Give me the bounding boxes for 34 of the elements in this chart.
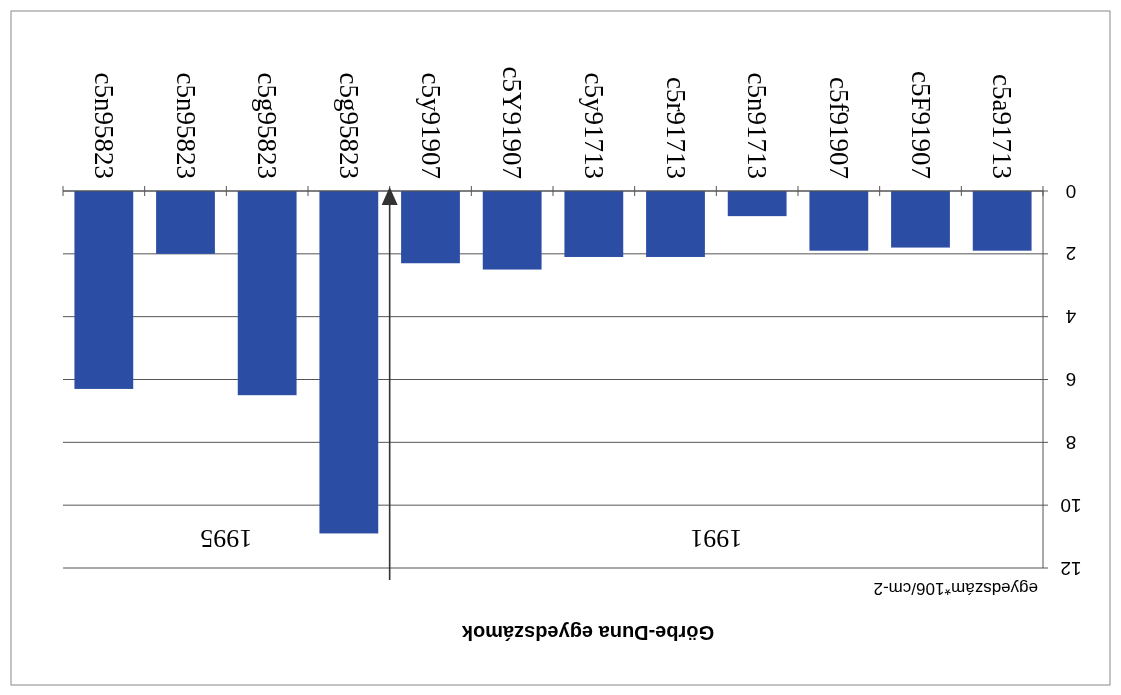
y-tick-label: 2 <box>1065 243 1077 265</box>
annotation: 1995 <box>200 523 253 553</box>
bar <box>237 191 297 396</box>
x-tick-label: c5y91907 <box>415 72 446 179</box>
y-tick-label: 6 <box>1065 369 1077 390</box>
x-tick-label: c5n91713 <box>742 72 773 179</box>
text: egyedszám*106/cm-2 <box>873 578 1038 598</box>
y-tick-label: 10 <box>1060 494 1082 516</box>
x-tick-label: c5r91713 <box>660 77 691 179</box>
annotation: 1991 <box>690 523 743 553</box>
x-tick-label: c5g95823 <box>333 72 364 179</box>
y-tick-label: 4 <box>1065 306 1077 328</box>
bar <box>646 191 705 257</box>
y-tick-label: 0 <box>1065 180 1077 202</box>
bar <box>564 191 624 257</box>
bar <box>74 191 134 389</box>
x-tick-label: c5n95823 <box>88 72 119 179</box>
bar <box>972 191 1032 251</box>
x-tick-label: c5Y91907 <box>497 66 528 179</box>
bar <box>727 191 787 217</box>
bar <box>401 191 460 264</box>
x-tick-label: c5y91713 <box>578 72 609 179</box>
x-tick-label: c5F91907 <box>905 71 936 179</box>
y-tick-label: 8 <box>1065 431 1077 453</box>
bar <box>891 191 950 248</box>
x-tick-label: c5a91713 <box>987 74 1018 179</box>
x-tick-label: c5f91907 <box>823 77 854 179</box>
text: Görbe-Duna egyedszámok <box>460 622 715 644</box>
y-tick-label: 12 <box>1060 557 1082 579</box>
x-tick-label: c5g95823 <box>252 72 283 179</box>
bar <box>156 191 215 254</box>
bar <box>809 191 869 251</box>
x-tick-label: c5n95823 <box>170 72 201 179</box>
bar <box>482 191 542 270</box>
